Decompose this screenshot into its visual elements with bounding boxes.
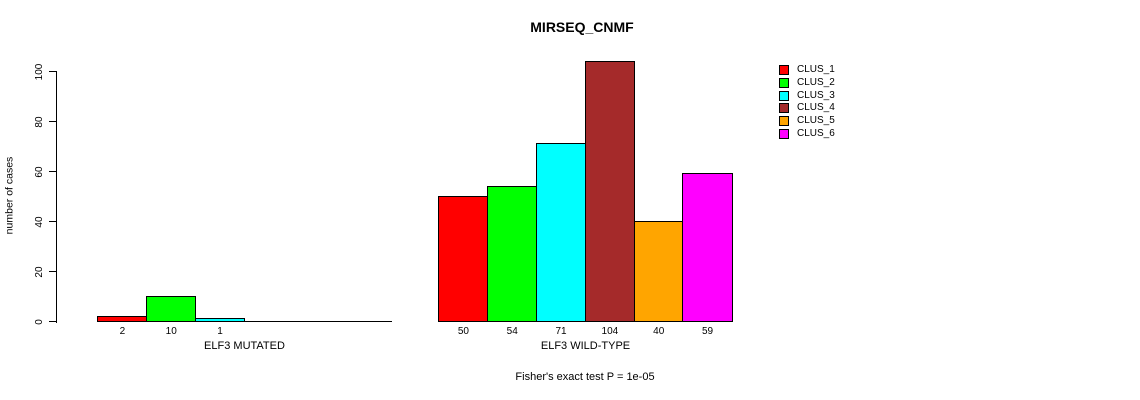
y-tick-label: 60 (34, 165, 45, 178)
group-label-elf3-wild-type: ELF3 WILD-TYPE (540, 340, 631, 352)
legend-label: CLUS_3 (797, 89, 835, 101)
y-axis-line (55, 70, 57, 323)
zero-bar-clus_5 (292, 320, 343, 323)
y-tick-mark (49, 70, 56, 73)
bar-clus_4 (584, 60, 636, 323)
chart-title: MIRSEQ_CNMF (530, 19, 634, 35)
bar-value-label: 104 (601, 326, 619, 337)
legend-swatch-icon (779, 65, 789, 75)
y-tick-label: 80 (34, 115, 45, 128)
zero-bar-clus_6 (341, 320, 392, 323)
y-tick-mark (49, 320, 56, 323)
y-tick-label: 0 (34, 318, 45, 325)
bar-clus_6 (682, 173, 733, 323)
bar-clus_2 (487, 185, 538, 323)
bar-value-label: 50 (457, 326, 469, 337)
bar-clus_5 (633, 220, 684, 323)
bar-value-label: 54 (506, 326, 518, 337)
bar-value-label: 1 (217, 326, 223, 337)
bar-clus_3 (194, 318, 246, 323)
legend-label: CLUS_4 (797, 102, 835, 114)
bar-value-label: 59 (702, 326, 714, 337)
y-tick-label: 20 (34, 265, 45, 278)
y-axis-title: number of cases (3, 156, 16, 235)
y-tick-label: 40 (34, 215, 45, 228)
y-tick-mark (49, 170, 56, 173)
bar-clus_3 (535, 143, 587, 323)
bar-value-label: 10 (165, 326, 177, 337)
bar-clus_1 (97, 315, 148, 323)
legend-swatch-icon (779, 77, 789, 88)
zero-bar-clus_4 (243, 320, 295, 323)
legend-label: CLUS_1 (797, 64, 835, 75)
fisher-test-note: Fisher's exact test P = 1e-05 (515, 371, 655, 383)
legend-swatch-icon (779, 129, 789, 139)
group-label-elf3-mutated: ELF3 MUTATED (204, 340, 285, 352)
y-tick-mark (49, 120, 56, 123)
y-tick-label: 100 (34, 63, 45, 80)
legend-label: CLUS_6 (797, 128, 835, 139)
bar-clus_2 (146, 295, 197, 323)
legend-label: CLUS_5 (797, 115, 835, 127)
bar-clus_1 (438, 195, 489, 323)
bar-value-label: 2 (119, 326, 126, 337)
bar-value-label: 40 (653, 326, 665, 337)
y-tick-mark (49, 220, 56, 223)
legend-label: CLUS_2 (797, 76, 835, 88)
bar-value-label: 71 (555, 326, 567, 337)
legend-swatch-icon (779, 103, 789, 114)
legend-swatch-icon (779, 90, 789, 101)
legend-swatch-icon (779, 116, 789, 127)
y-tick-mark (49, 270, 56, 273)
